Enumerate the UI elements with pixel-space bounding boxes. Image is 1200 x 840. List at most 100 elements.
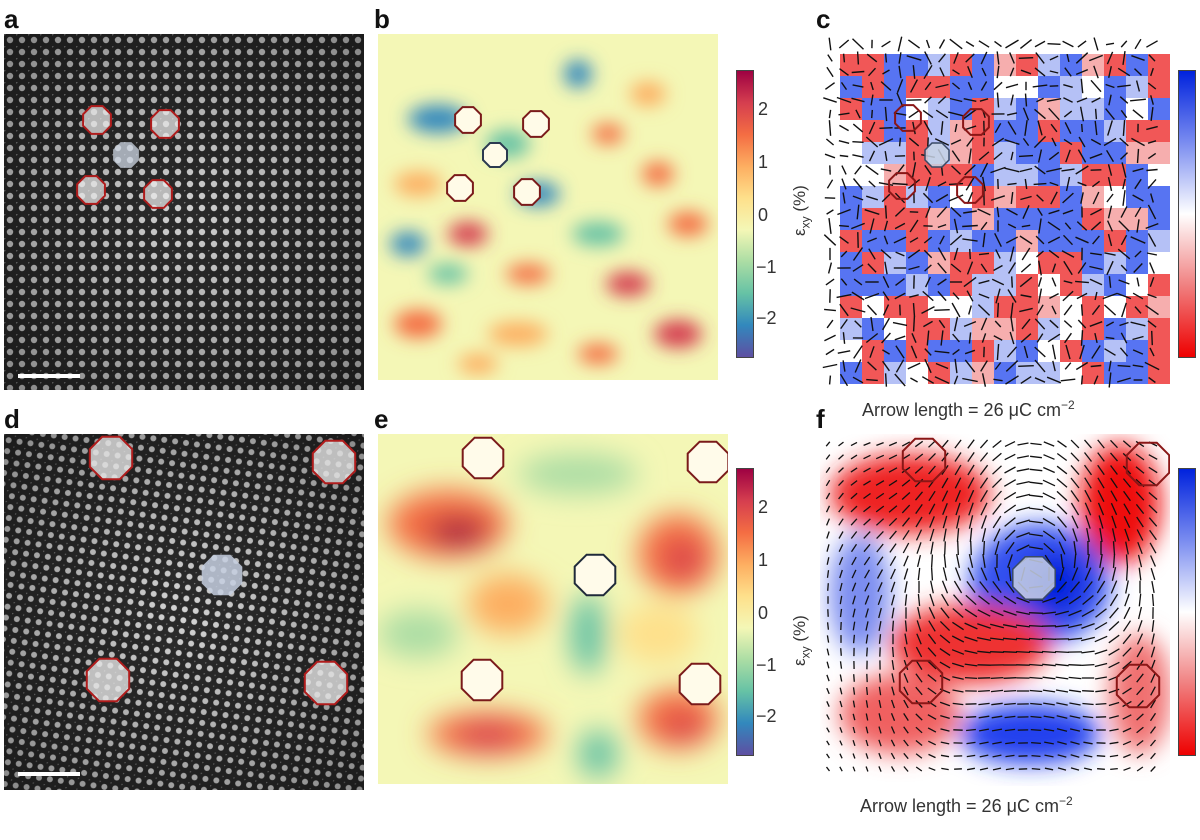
polarization-arrow	[1070, 439, 1080, 449]
polarization-arrow	[1043, 728, 1055, 732]
polarization-arrow	[996, 206, 1000, 218]
polarization-arrow	[1150, 699, 1156, 709]
polarization-arrow	[1107, 176, 1113, 192]
polarization-arrow	[990, 595, 1004, 605]
polarization-arrow	[1010, 151, 1014, 161]
polarization-arrow	[1028, 612, 1044, 614]
polarization-arrow	[1064, 222, 1072, 230]
polarization-arrow	[1109, 593, 1119, 607]
polarization-arrow	[915, 739, 923, 747]
polarization-arrow	[980, 81, 988, 91]
polarization-arrow	[1119, 137, 1129, 147]
polarization-arrow	[1092, 235, 1100, 245]
polarization-arrow	[955, 515, 961, 529]
polarization-cell	[1016, 164, 1038, 186]
polarization-arrow	[1066, 53, 1070, 63]
polarization-arrow	[1077, 262, 1087, 274]
polarization-arrow	[967, 439, 975, 449]
polarization-arrow	[1020, 195, 1032, 201]
polarization-arrow	[1022, 107, 1030, 121]
polarization-arrow	[842, 53, 846, 63]
polarization-arrow	[1029, 507, 1043, 511]
polarization-arrow	[882, 291, 890, 301]
polarization-arrow	[825, 492, 831, 500]
polarization-arrow	[910, 345, 918, 359]
polarization-arrow	[878, 686, 882, 696]
polarization-cell	[1038, 186, 1060, 208]
polarization-arrow	[954, 358, 958, 374]
polarization-arrow	[1112, 541, 1116, 555]
polarization-arrow	[1016, 455, 1030, 459]
polarization-arrow	[980, 263, 988, 273]
polarization-arrow	[943, 528, 947, 542]
polarization-arrow	[1132, 109, 1144, 119]
polarization-arrow	[1037, 149, 1043, 163]
polarization-arrow	[1147, 140, 1157, 144]
polarization-arrow	[964, 663, 978, 667]
polarization-arrow	[1093, 375, 1099, 385]
polarization-arrow	[1150, 95, 1154, 105]
polarization-arrow	[880, 249, 892, 259]
polarization-arrow	[977, 304, 991, 316]
red-marker	[150, 109, 180, 139]
polarization-arrow	[993, 264, 1003, 272]
polarization-arrow	[1096, 580, 1106, 594]
polarization-arrow	[825, 467, 831, 473]
polarization-arrow	[915, 516, 923, 528]
polarization-cell	[1148, 76, 1170, 98]
polarization-arrow	[1120, 152, 1128, 160]
panel-label-f: f	[816, 404, 825, 434]
polarization-arrow	[1064, 362, 1072, 370]
polarization-arrow	[1077, 40, 1087, 48]
strain-field-bottom	[378, 434, 728, 784]
strain-tick: 2	[758, 497, 769, 517]
polarization-arrow	[1132, 194, 1144, 202]
polarization-arrow	[966, 754, 976, 758]
polarization-arrow	[1008, 566, 1012, 582]
polarization-cell	[1104, 208, 1126, 230]
polarization-arrow	[1068, 609, 1082, 617]
polarization-arrow	[1042, 492, 1056, 500]
polarization-arrow	[1125, 541, 1129, 555]
polarization-cell	[1126, 318, 1148, 340]
polarization-arrow	[1105, 149, 1115, 163]
polarization-arrow	[883, 220, 889, 232]
polarization-arrow	[966, 767, 976, 771]
polarization-arrow	[839, 687, 843, 695]
polarization-arrow	[1092, 191, 1100, 205]
polarization-cell	[1104, 340, 1126, 362]
polarization-arrow	[1149, 277, 1155, 287]
polarization-cell	[862, 208, 884, 230]
polarization-arrow	[928, 753, 936, 759]
polarization-arrow	[950, 206, 962, 218]
polarization-arrow	[888, 517, 898, 527]
polarization-arrow	[1042, 689, 1056, 693]
polarization-arrow	[826, 635, 830, 643]
polarization-arrow	[996, 92, 1000, 108]
polarization-arrow	[953, 594, 963, 606]
polarization-arrow	[865, 136, 879, 148]
polarization-arrow	[952, 715, 964, 719]
polarization-arrow	[991, 477, 1003, 489]
polarization-arrow	[952, 621, 964, 631]
polarization-arrow	[1089, 278, 1103, 286]
polarization-arrow	[1016, 531, 1030, 539]
polarization-arrow	[978, 40, 990, 48]
strain-field-top	[378, 34, 718, 380]
polarization-arrow	[826, 544, 830, 552]
polarization-arrow	[978, 252, 990, 256]
polarization-arrow	[890, 712, 896, 722]
polarization-arrow	[894, 292, 906, 300]
polarization-arrow	[927, 647, 937, 657]
polarization-arrow	[878, 138, 894, 146]
polarization-arrow	[924, 264, 932, 272]
polarization-arrow	[1034, 318, 1046, 330]
polarization-cell	[862, 274, 884, 296]
polarization-arrow	[895, 278, 905, 286]
polarization-cell	[972, 164, 994, 186]
polarization-arrow	[878, 739, 882, 747]
polarization-arrow	[1094, 332, 1098, 344]
blue-marker	[924, 142, 950, 168]
polarization-cell	[1060, 186, 1082, 208]
polarization-arrow	[1090, 208, 1102, 216]
